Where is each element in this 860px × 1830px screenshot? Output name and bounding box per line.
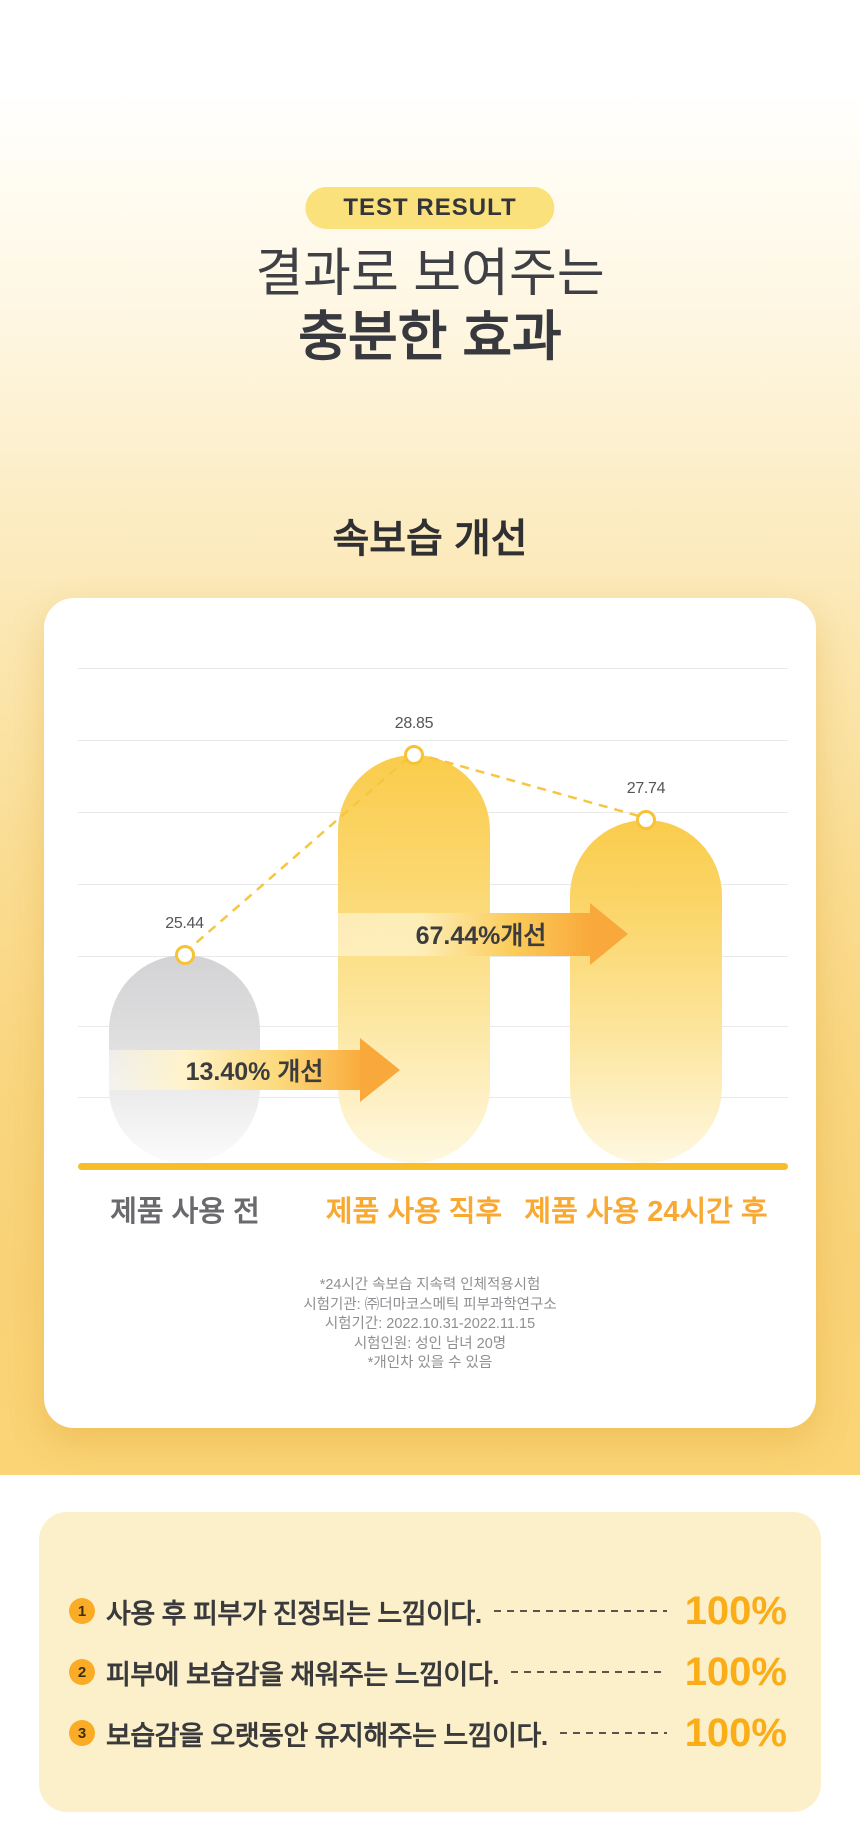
arrow-band: 13.40% 개선 bbox=[109, 1050, 360, 1090]
arrow-head-icon bbox=[590, 903, 628, 965]
footnote-line: *개인차 있을 수 있음 bbox=[367, 1355, 493, 1371]
footnote-line: 시험인원: 성인 남녀 20명 bbox=[353, 1335, 507, 1352]
footnote-line: 시험기간: 2022.10.31-2022.11.15 bbox=[324, 1316, 536, 1332]
chart-section-title: 속보습 개선 bbox=[332, 517, 528, 561]
data-point-marker bbox=[636, 810, 656, 830]
bar-value-label: 25.44 bbox=[165, 915, 204, 932]
dashed-leader-line bbox=[493, 1609, 667, 1613]
category-label-before: 제품 사용 전 bbox=[110, 1196, 260, 1228]
number-badge-2: 2 bbox=[69, 1659, 95, 1685]
survey-percent: 100% bbox=[684, 1710, 787, 1755]
improvement-arrow-1: 13.40% 개선 bbox=[109, 1037, 400, 1103]
survey-statement: 보습감을 오랫동안 유지해주는 느낌이다. bbox=[106, 1720, 548, 1751]
arrow-band: 67.44%개선 bbox=[338, 912, 590, 956]
category-label-24h: 제품 사용 24시간 후 bbox=[524, 1196, 768, 1228]
test-result-badge: TEST RESULT bbox=[305, 187, 555, 229]
survey-row-1: 1 사용 후 피부가 진정되는 느낌이다. 100% bbox=[69, 1589, 787, 1633]
chart-card: 25.44 28.85 27.74 13.40% 개선 67.44%개선 bbox=[44, 598, 816, 1428]
footnote-line: 시험기관: ㈜더마코스메틱 피부과학연구소 bbox=[303, 1296, 557, 1313]
gridline bbox=[78, 668, 788, 669]
hero-section: TEST RESULT 결과로 보여주는 충분한 효과 속보습 개선 25.44… bbox=[0, 0, 860, 1475]
arrow-head-icon bbox=[360, 1038, 400, 1102]
data-point-marker bbox=[404, 745, 424, 765]
bar-value-label: 28.85 bbox=[394, 715, 434, 732]
test-footnotes: *24시간 속보습 지속력 인체적용시험 시험기관: ㈜더마코스메틱 피부과학연… bbox=[44, 1276, 816, 1374]
dashed-connector-lines bbox=[183, 751, 647, 954]
survey-row-3: 3 보습감을 오랫동안 유지해주는 느낌이다. 100% bbox=[69, 1711, 787, 1755]
improvement-label-2: 67.44%개선 bbox=[415, 922, 547, 950]
page-title-line2: 충분한 효과 bbox=[298, 307, 562, 367]
number-badge-1: 1 bbox=[69, 1598, 95, 1624]
category-label-right-after: 제품 사용 직후 bbox=[325, 1196, 503, 1228]
survey-row-2: 2 피부에 보습감을 채워주는 느낌이다. 100% bbox=[69, 1650, 787, 1694]
survey-result-card: 1 사용 후 피부가 진정되는 느낌이다. 100% 2 피부에 보습감을 채워… bbox=[39, 1512, 821, 1812]
bar-value-label: 27.74 bbox=[626, 780, 666, 797]
dashed-leader-line bbox=[559, 1731, 667, 1735]
improvement-label-1: 13.40% 개선 bbox=[185, 1058, 324, 1086]
footnote-line: *24시간 속보습 지속력 인체적용시험 bbox=[319, 1277, 541, 1293]
survey-statement: 피부에 보습감을 채워주는 느낌이다. bbox=[106, 1659, 500, 1690]
number-badge-3: 3 bbox=[69, 1720, 95, 1746]
data-point-marker bbox=[174, 945, 195, 965]
survey-percent: 100% bbox=[684, 1588, 787, 1633]
dashed-leader-line bbox=[511, 1670, 667, 1674]
x-axis-line bbox=[78, 1163, 788, 1170]
survey-percent: 100% bbox=[684, 1649, 787, 1694]
improvement-arrow-2: 67.44%개선 bbox=[338, 902, 628, 966]
page-title-line1: 결과로 보여주는 bbox=[255, 245, 605, 303]
survey-statement: 사용 후 피부가 진정되는 느낌이다. bbox=[106, 1598, 482, 1629]
bar-24h-after-use: 27.74 bbox=[570, 780, 722, 1163]
page-title: 결과로 보여주는 충분한 효과 bbox=[0, 243, 860, 369]
gridline bbox=[78, 740, 788, 741]
